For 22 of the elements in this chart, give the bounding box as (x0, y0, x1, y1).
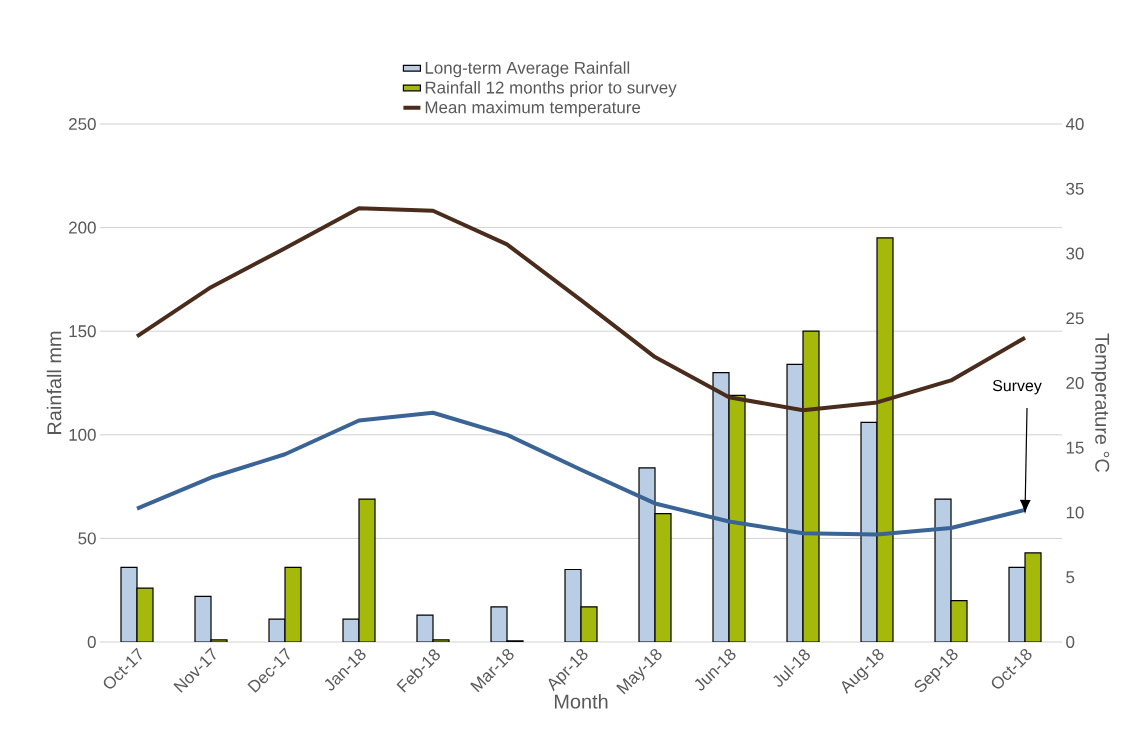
y2-tick-label: 30 (1066, 247, 1084, 260)
y2-tick-label: 25 (1066, 312, 1084, 325)
y2-tick-label: 40 (1065, 118, 1084, 130)
y2-tick-label: 15 (1066, 441, 1084, 454)
y-tick-label: 0 (87, 636, 96, 648)
y-tick-label: 50 (78, 532, 96, 545)
legend-label: Mean maximum temperature (425, 100, 641, 117)
y2-tick-label: 35 (1066, 182, 1084, 195)
y2-tick-label: 0 (1066, 636, 1075, 648)
y2-axis-title: Temperature °C (1091, 333, 1110, 473)
y2-tick-label: 10 (1066, 506, 1084, 519)
legend-label: Long-term Average Rainfall (425, 61, 630, 78)
y-tick-label: 200 (69, 221, 96, 234)
y-tick-label: 250 (69, 118, 96, 130)
y-tick-label: 150 (69, 325, 96, 338)
y-tick-label: 100 (69, 428, 96, 441)
y2-tick-label: 5 (1066, 571, 1075, 584)
y2-tick-label: 20 (1066, 377, 1084, 389)
legend-label: Rainfall 12 months prior to survey (425, 81, 677, 97)
annotation: Survey (992, 379, 1042, 395)
x-axis-title: Month (554, 693, 608, 709)
y-axis-title: Rainfall mm (46, 331, 62, 434)
